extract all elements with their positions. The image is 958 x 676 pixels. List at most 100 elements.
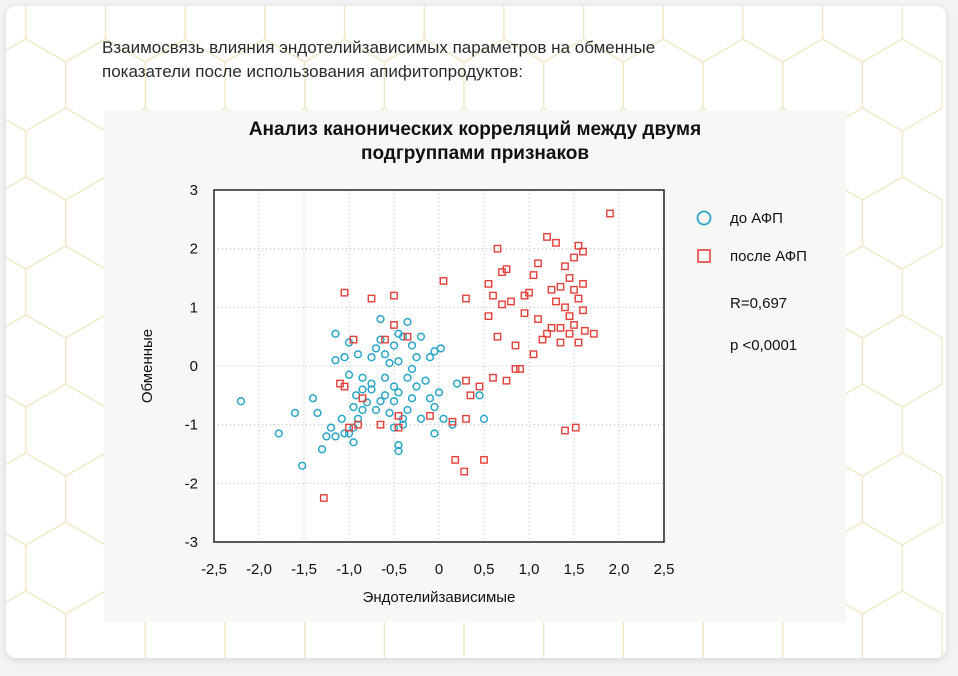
point-before	[308, 394, 318, 403]
point-before	[430, 429, 439, 438]
content-card: Взаимосвязь влияния эндотелийзависимых п…	[6, 6, 946, 658]
point-after	[552, 238, 560, 247]
point-before	[425, 394, 435, 403]
point-before	[274, 429, 283, 438]
hexagon	[861, 38, 943, 132]
point-before	[389, 341, 399, 350]
point-before	[416, 332, 426, 341]
point-before	[479, 414, 489, 423]
legend-marker-before	[696, 210, 712, 226]
tick-labels: -2,5 -2,0 -1,5 -1,0 -0,5 0 0,5 1,0 1,5 2,0 2,5 3 2 1 0…	[185, 182, 675, 578]
point-after	[381, 335, 389, 344]
point-after	[520, 291, 529, 300]
point-after	[376, 420, 385, 429]
hexagon	[6, 6, 27, 52]
point-before	[389, 397, 399, 406]
point-after	[390, 291, 398, 300]
point-after	[534, 259, 542, 268]
point-before	[340, 429, 349, 438]
point-after	[529, 350, 538, 359]
point-before	[475, 391, 484, 400]
point-after	[561, 426, 569, 435]
point-before	[403, 373, 412, 382]
point-before	[313, 408, 322, 418]
point-after	[574, 338, 583, 347]
y-tick-label: -1	[185, 417, 198, 434]
point-after	[520, 309, 529, 318]
point-before	[416, 414, 426, 423]
caption-line-2: показатели после использования апифитопр…	[102, 62, 523, 81]
point-before	[337, 414, 346, 423]
hexagon	[6, 452, 67, 546]
point-before	[358, 373, 367, 382]
point-after	[574, 241, 583, 250]
point-before	[317, 445, 327, 454]
point-after	[556, 282, 565, 291]
point-after	[570, 253, 578, 262]
point-before	[380, 391, 390, 400]
hexagon	[25, 245, 107, 339]
point-before	[452, 379, 462, 388]
x-tick-label: -1,0	[336, 561, 362, 578]
point-before	[412, 382, 421, 391]
hexagon	[6, 590, 67, 658]
point-after	[493, 332, 502, 341]
point-after	[511, 365, 520, 373]
point-before	[353, 350, 363, 359]
point-before	[362, 398, 372, 407]
x-tick-label: -0,5	[381, 561, 407, 578]
hexagon	[6, 176, 67, 270]
point-before	[385, 358, 394, 368]
hexagon	[25, 6, 107, 63]
point-before	[434, 388, 444, 397]
point-before	[394, 446, 403, 456]
point-before	[389, 423, 399, 432]
x-tick-label: 2,5	[654, 561, 675, 578]
stat-annotation: p <0,0001	[730, 337, 797, 354]
hexagon	[861, 590, 943, 658]
point-after	[580, 326, 589, 335]
point-after	[534, 315, 542, 323]
point-after	[349, 335, 358, 344]
point-after	[439, 277, 448, 285]
point-before	[394, 388, 403, 397]
point-after	[345, 423, 353, 432]
hexagon	[861, 452, 943, 546]
x-tick-label: 0,5	[474, 561, 495, 578]
point-after	[403, 332, 412, 341]
hexagon	[25, 521, 107, 615]
point-after	[451, 455, 460, 464]
caption-text: Взаимосвязь влияния эндотелийзависимых п…	[102, 36, 862, 84]
point-before	[331, 355, 340, 365]
point-after	[507, 297, 515, 306]
point-before	[376, 397, 385, 406]
point-before	[407, 341, 417, 350]
point-before	[425, 353, 435, 362]
point-after	[565, 312, 574, 321]
point-after	[579, 306, 587, 315]
point-before	[349, 402, 358, 412]
point-before	[407, 364, 417, 374]
point-after	[579, 247, 587, 256]
point-before	[371, 405, 381, 415]
point-after	[426, 411, 434, 420]
point-after	[556, 338, 565, 347]
point-after	[606, 209, 614, 218]
legend-marker-after	[697, 249, 711, 263]
chart-title-line-1: Анализ канонических корреляций между дву…	[248, 119, 702, 140]
stat-annotation: R=0,697	[730, 295, 787, 312]
point-after	[529, 271, 538, 279]
point-after	[484, 312, 493, 321]
point-before	[367, 379, 376, 388]
point-before	[358, 385, 367, 394]
point-after	[538, 335, 547, 344]
point-before	[344, 370, 354, 379]
point-before	[358, 405, 367, 415]
point-after	[394, 423, 403, 432]
hexagon	[25, 107, 107, 201]
point-before	[421, 376, 430, 385]
point-before	[376, 335, 385, 344]
point-before	[380, 350, 390, 359]
point-after	[448, 417, 457, 426]
point-after	[561, 262, 569, 271]
